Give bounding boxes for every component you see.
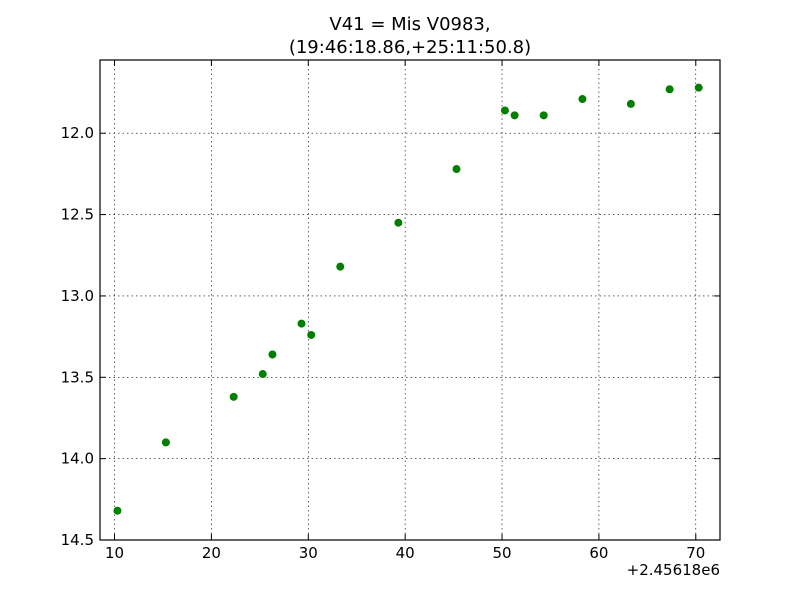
y-tick-label: 14.5 (61, 531, 94, 549)
x-tick-label: 50 (492, 544, 511, 562)
data-points (113, 83, 703, 515)
y-tick-label: 12.0 (61, 124, 94, 142)
x-tick-labels: 10 20 30 40 50 60 70 (105, 544, 705, 562)
grid-lines (100, 60, 720, 540)
data-point (113, 506, 122, 515)
x-tick-label: 40 (396, 544, 415, 562)
data-point (161, 438, 170, 447)
data-point (268, 350, 277, 359)
x-tick-label: 10 (105, 544, 124, 562)
axis-ticks (100, 60, 720, 541)
x-tick-label: 20 (202, 544, 221, 562)
x-tick-label: 70 (686, 544, 705, 562)
y-tick-label: 12.5 (61, 206, 94, 224)
data-point (229, 392, 238, 401)
data-point (578, 95, 587, 104)
y-tick-label: 13.5 (61, 368, 94, 386)
x-tick-label: 60 (589, 544, 608, 562)
chart-title-line-2: (19:46:18.86,+25:11:50.8) (289, 37, 531, 58)
y-tick-label: 14.0 (61, 450, 94, 468)
data-point (626, 99, 635, 108)
data-point (510, 111, 519, 120)
data-point (307, 330, 316, 339)
data-point (665, 85, 674, 94)
chart-title-line-1: V41 = Mis V0983, (329, 14, 490, 35)
data-point (258, 370, 267, 379)
data-point (297, 319, 306, 328)
data-point (539, 111, 548, 120)
y-tick-label: 13.0 (61, 287, 94, 305)
data-point (452, 165, 461, 174)
x-axis-offset-label: +2.45618e6 (627, 561, 720, 579)
x-tick-label: 30 (299, 544, 318, 562)
data-point (500, 106, 509, 115)
data-point (336, 262, 345, 271)
data-point (394, 218, 403, 227)
plot-frame (99, 59, 721, 541)
y-tick-labels: 12.0 12.5 13.0 13.5 14.0 14.5 (61, 124, 94, 549)
data-point (694, 83, 703, 92)
